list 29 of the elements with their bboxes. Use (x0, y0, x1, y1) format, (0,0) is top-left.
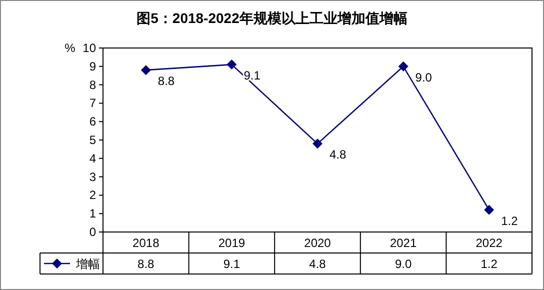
text: 1.2 (501, 214, 518, 228)
x-tick-label: 2018 (132, 236, 160, 250)
data-label: 8.8 (138, 257, 155, 271)
text: 8.8 (158, 74, 175, 88)
y-tick-label: 0 (89, 225, 96, 239)
data-label: 9.1 (223, 257, 240, 271)
y-tick-label: 7 (89, 96, 96, 110)
x-tick-label: 2019 (218, 236, 246, 250)
y-tick-label: 10 (82, 41, 96, 55)
y-tick-label: 9 (89, 59, 96, 74)
y-tick-label: 1 (89, 206, 96, 221)
y-tick-label: 6 (89, 114, 96, 129)
text: 4.8 (330, 148, 346, 162)
x-tick-label: 2020 (304, 236, 332, 250)
data-label: 1.2 (480, 257, 498, 271)
x-tick-label: 2021 (390, 236, 417, 250)
y-tick-label: 4 (89, 151, 96, 166)
data-label: 4.8 (309, 257, 326, 271)
y-tick-label: 3 (89, 170, 96, 184)
chart-title: 图5：2018-2022年规模以上工业增加值增幅 (136, 10, 408, 26)
text: 9.0 (415, 70, 432, 84)
text: 9.1 (244, 68, 260, 83)
y-tick-label: 2 (89, 188, 96, 202)
data-label: 9.0 (394, 257, 412, 271)
y-axis-title: % (64, 41, 76, 55)
y-tick-label: 5 (89, 133, 96, 147)
x-tick-label: 2022 (476, 236, 503, 250)
y-tick-label: 8 (89, 78, 96, 92)
legend-label: 增幅 (75, 257, 100, 271)
